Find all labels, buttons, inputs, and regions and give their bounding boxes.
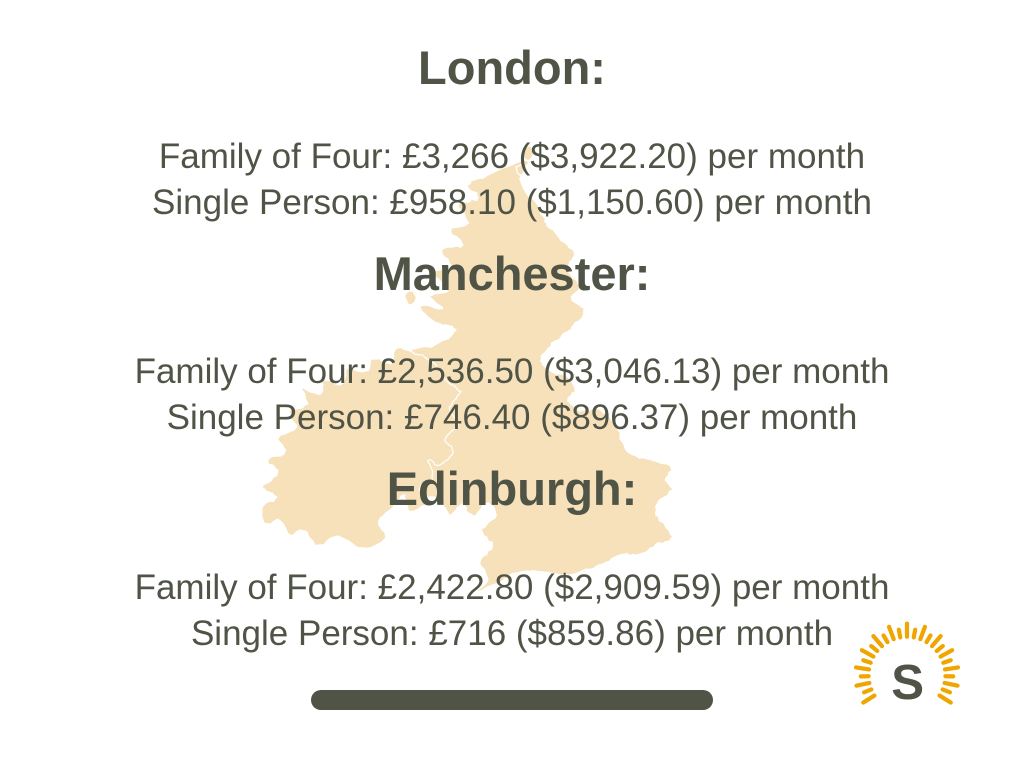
svg-text:S: S <box>891 655 924 710</box>
